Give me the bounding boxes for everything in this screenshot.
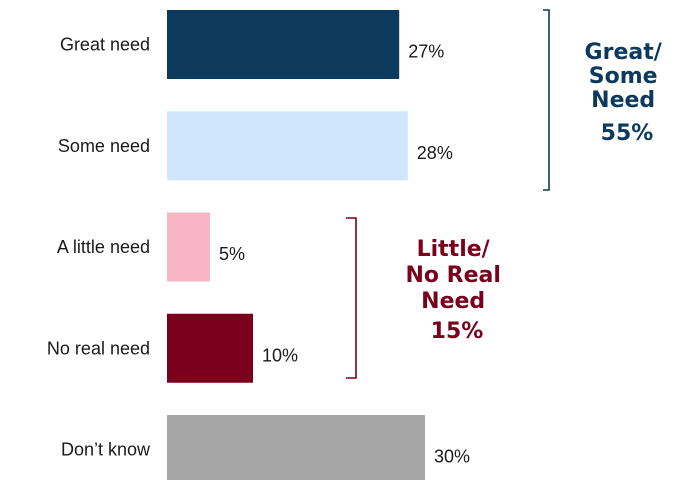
group-label-great-some-line-4: 55%: [601, 121, 654, 146]
bars-layer: Great need 27% Some need 28% A little need 5%…: [47, 10, 470, 480]
category-label-some-need: Some need: [58, 136, 150, 156]
value-label-a-little-need: 5%: [219, 244, 245, 264]
group-label-little-no-real-line-1: Little/: [417, 237, 491, 262]
group-label-little-no-real-line-4: 15%: [431, 319, 484, 344]
group-label-little-no-real-line-2: No Real: [405, 263, 500, 288]
category-label-a-little-need: A little need: [57, 237, 150, 257]
bar-don-t-know: [167, 415, 425, 480]
category-label-no-real-need: No real need: [47, 338, 150, 358]
category-label-great-need: Great need: [60, 35, 150, 55]
group-label-great-some-line-1: Great/: [585, 40, 663, 65]
group-label-little-no-real: Little/ No Real Need 15%: [405, 237, 508, 344]
bar-some-need: [167, 111, 408, 181]
value-label-don-t-know: 30%: [434, 447, 470, 467]
group-bracket-great-some: [543, 9, 550, 191]
bar-a-little-need: [167, 212, 210, 282]
category-label-don-t-know: Don’t know: [61, 440, 151, 460]
group-label-great-some-line-2: Some: [589, 64, 658, 89]
bar-great-need: [167, 10, 400, 79]
group-label-great-some-line-3: Need: [591, 88, 655, 113]
value-label-some-need: 28%: [417, 143, 453, 163]
value-label-great-need: 27%: [408, 42, 444, 62]
group-label-great-some: Great/ Some Need 55%: [585, 40, 670, 146]
group-label-little-no-real-line-3: Need: [421, 289, 485, 314]
group-bracket-little-no-real: [346, 217, 357, 379]
bar-no-real-need: [167, 313, 253, 383]
value-label-no-real-need: 10%: [262, 345, 298, 365]
